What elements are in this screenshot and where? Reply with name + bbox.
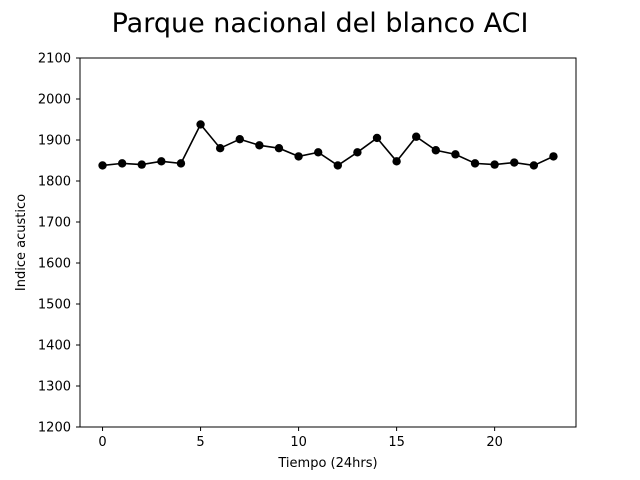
series-layer: [98, 120, 558, 170]
data-point: [255, 141, 264, 150]
data-point: [117, 159, 127, 168]
y-tick-label: 2100: [38, 52, 71, 67]
y-tick-label: 1800: [38, 175, 71, 190]
y-tick-label: 1500: [38, 298, 71, 313]
y-tick-label: 1400: [38, 339, 71, 354]
data-point: [431, 146, 441, 155]
y-tick-label: 1300: [38, 380, 71, 395]
data-point: [451, 150, 460, 159]
x-tick-label: 0: [98, 435, 106, 450]
data-point: [549, 152, 558, 161]
y-tick-label: 1900: [38, 134, 71, 149]
data-point: [372, 133, 382, 143]
y-axis: 1200 1300 1400 1500 1600 1700 1800 1900 2000 2100: [38, 52, 80, 436]
data-point: [294, 152, 303, 161]
data-point: [98, 161, 107, 170]
data-point: [137, 160, 146, 169]
data-point: [313, 148, 323, 157]
data-point: [510, 158, 519, 167]
data-point: [412, 132, 421, 141]
data-point: [235, 134, 244, 144]
x-axis-label: Tiempo (24hrs): [277, 456, 377, 471]
chart-title: Parque nacional del blanco ACI: [112, 8, 529, 39]
data-point: [392, 157, 401, 166]
x-tick-label: 10: [290, 435, 307, 450]
data-point: [333, 161, 343, 170]
y-tick-label: 1700: [38, 216, 71, 231]
data-point: [157, 157, 166, 166]
x-tick-label: 20: [486, 435, 503, 450]
data-point: [274, 144, 284, 153]
data-point: [176, 159, 186, 168]
y-tick-label: 1200: [38, 421, 71, 436]
data-point: [353, 148, 362, 157]
x-tick-label: 5: [196, 435, 204, 450]
y-tick-label: 1600: [38, 257, 71, 272]
plot-area: [79, 57, 577, 428]
data-point: [529, 161, 539, 170]
data-point: [470, 159, 480, 168]
x-axis: 0 5 10 15 20: [98, 427, 503, 450]
data-point: [215, 144, 225, 153]
data-point: [196, 120, 205, 129]
y-tick-label: 2000: [38, 93, 71, 108]
data-point: [490, 160, 499, 169]
series-line: [102, 122, 554, 167]
x-tick-label: 15: [388, 435, 405, 450]
y-axis-label: Indice acustico: [14, 194, 29, 291]
